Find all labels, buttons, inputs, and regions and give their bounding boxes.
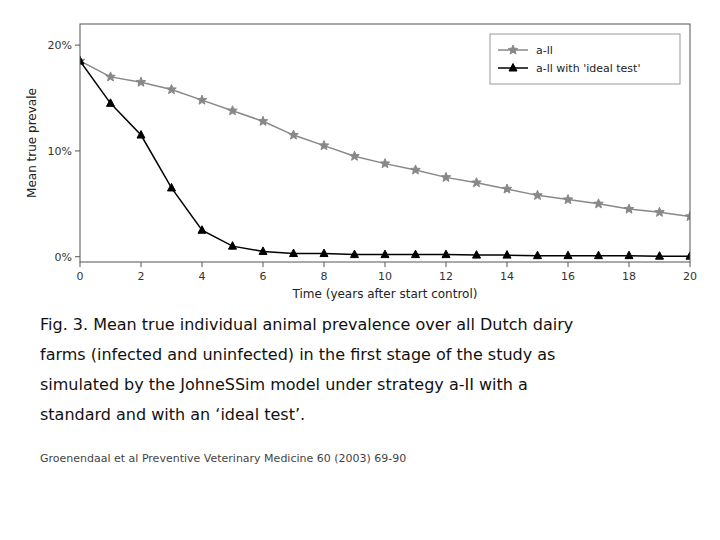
x-tick-label: 18 [622, 270, 636, 283]
plot-frame [80, 24, 690, 262]
series-marker [168, 183, 176, 191]
caption-line: farms (infected and uninfected) in the f… [40, 345, 555, 364]
series-marker [289, 130, 299, 139]
series-marker [197, 95, 207, 104]
x-tick [80, 262, 81, 267]
x-tick [629, 262, 630, 267]
legend: a-ll a-ll with 'ideal test' [490, 34, 680, 84]
series-marker [534, 251, 542, 258]
series-marker [533, 190, 543, 199]
series-marker [564, 251, 572, 258]
series-marker [411, 165, 421, 174]
series-marker [625, 251, 633, 258]
series-marker [80, 57, 84, 65]
series-line [80, 61, 690, 256]
x-tick [507, 262, 508, 267]
caption-line: standard and with an ‘ideal test’. [40, 405, 305, 424]
series-marker [351, 250, 359, 258]
x-tick-label: 12 [439, 270, 453, 283]
series-marker [441, 172, 451, 181]
x-tick-label: 10 [378, 270, 392, 283]
series-marker [167, 85, 177, 94]
series-marker [655, 207, 665, 216]
legend-label: a-ll with 'ideal test' [536, 62, 640, 75]
series-marker [685, 212, 690, 221]
x-tick-label: 16 [561, 270, 575, 283]
series-marker [290, 249, 298, 257]
series-marker [106, 72, 116, 81]
x-tick [141, 262, 142, 267]
chart: 0 2 4 6 8 10 12 14 16 18 20 0% 10% 20% Time (years aft… [0, 0, 720, 540]
plot-area [80, 24, 690, 262]
y-tick-label: 0% [55, 251, 72, 264]
series-marker [259, 247, 267, 255]
y-tick [75, 45, 80, 46]
series-marker [624, 204, 634, 213]
series-marker [198, 226, 206, 234]
series-marker [472, 178, 482, 187]
x-tick [324, 262, 325, 267]
x-tick [202, 262, 203, 267]
x-tick [690, 262, 691, 267]
series-marker [228, 106, 238, 115]
x-tick [263, 262, 264, 267]
x-tick-label: 2 [138, 270, 145, 283]
series-marker [563, 195, 573, 204]
series-marker [412, 250, 420, 258]
x-tick-label: 14 [500, 270, 514, 283]
series-marker [502, 184, 512, 193]
series-marker [319, 141, 329, 150]
x-tick-label: 6 [260, 270, 267, 283]
series-marker [380, 159, 390, 168]
series-marker [320, 249, 328, 257]
legend-marker [508, 45, 518, 54]
series-marker [595, 251, 603, 258]
y-tick-label: 10% [48, 145, 72, 158]
y-tick [75, 150, 80, 151]
y-tick-label: 20% [48, 39, 72, 52]
x-tick-label: 20 [683, 270, 697, 283]
series-marker [442, 250, 450, 258]
y-tick [75, 256, 80, 257]
x-tick-label: 4 [199, 270, 206, 283]
legend-box [490, 34, 680, 84]
series-marker [594, 199, 604, 208]
series-marker [686, 252, 690, 260]
plot-marks [80, 56, 690, 259]
series-marker [656, 252, 664, 260]
series-marker [503, 251, 511, 259]
x-tick [568, 262, 569, 267]
x-axis-label: Time (years after start control) [292, 287, 478, 301]
series-marker [381, 250, 389, 258]
series-marker [473, 251, 481, 259]
x-tick-label: 0 [77, 270, 84, 283]
series-marker [258, 116, 268, 125]
series-marker [137, 131, 145, 139]
legend-marker [509, 64, 517, 72]
series-marker [350, 151, 360, 160]
caption-line: Fig. 3. Mean true individual animal prev… [40, 315, 573, 334]
y-axis-label: Mean true prevale [25, 88, 39, 198]
series-marker [136, 77, 146, 86]
series-marker [107, 99, 115, 107]
x-tick [446, 262, 447, 267]
footnote: Groenendaal et al Preventive Veterinary … [40, 452, 406, 465]
series-marker [80, 56, 85, 65]
x-tick-label: 8 [321, 270, 328, 283]
series-marker [229, 242, 237, 250]
legend-label: a-ll [536, 44, 553, 57]
x-tick [385, 262, 386, 267]
caption-line: simulated by the JohneSSim model under s… [40, 375, 528, 394]
